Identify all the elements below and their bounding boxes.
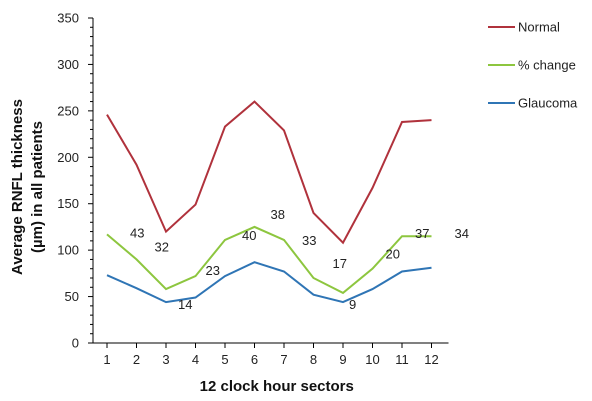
y-tick-label: 100 xyxy=(57,243,79,258)
data-label: 9 xyxy=(349,297,356,312)
y-tick-label: 300 xyxy=(57,57,79,72)
x-tick-label: 10 xyxy=(365,352,379,367)
data-label: 23 xyxy=(206,263,220,278)
x-tick-label: 4 xyxy=(192,352,199,367)
x-tick-label: 12 xyxy=(424,352,438,367)
data-label: 32 xyxy=(155,239,169,254)
x-axis-title: 12 clock hour sectors xyxy=(200,378,354,395)
x-tick-label: 8 xyxy=(310,352,317,367)
x-tick-label: 9 xyxy=(339,352,346,367)
data-label: 43 xyxy=(130,225,144,240)
x-tick-label: 3 xyxy=(162,352,169,367)
data-label: 37 xyxy=(415,226,429,241)
x-tick-label: 11 xyxy=(395,352,409,367)
legend-label-change: % change xyxy=(518,58,576,73)
data-label: 33 xyxy=(302,233,316,248)
legend-label-normal: Normal xyxy=(518,20,560,35)
series-line-change xyxy=(106,225,432,295)
y-tick-label: 150 xyxy=(57,196,79,211)
data-label: 14 xyxy=(178,297,192,312)
x-tick-label: 6 xyxy=(251,352,258,367)
chart-legend: Normal % change Glaucoma xyxy=(488,20,578,111)
y-tick-label: 250 xyxy=(57,103,79,118)
y-axis-title-line: (µm) in all patients xyxy=(29,121,46,253)
y-axis-title: Average RNFL thickness (µm) in all patien… xyxy=(9,99,46,275)
y-axis-title-line: Average RNFL thickness xyxy=(9,99,26,275)
data-label: 17 xyxy=(333,256,347,271)
x-tick-label: 2 xyxy=(133,352,140,367)
series-line-glaucoma xyxy=(106,261,432,304)
series-line-normal xyxy=(106,100,432,245)
x-tick-label: 1 xyxy=(103,352,110,367)
y-tick-label: 50 xyxy=(65,289,79,304)
y-tick-label: 200 xyxy=(57,150,79,165)
data-label: 34 xyxy=(455,226,469,241)
percent-change-data-labels: 43 32 14 23 40 38 33 17 9 20 37 34 xyxy=(130,207,469,312)
data-label: 20 xyxy=(386,247,400,262)
data-label: 38 xyxy=(271,207,285,222)
y-tick-label: 350 xyxy=(57,11,79,26)
legend-label-glaucoma: Glaucoma xyxy=(518,96,578,111)
data-label: 40 xyxy=(242,228,256,243)
y-tick-label: 0 xyxy=(72,336,79,351)
x-tick-label: 5 xyxy=(221,352,228,367)
series-lines xyxy=(106,100,432,304)
x-tick-label: 7 xyxy=(280,352,287,367)
